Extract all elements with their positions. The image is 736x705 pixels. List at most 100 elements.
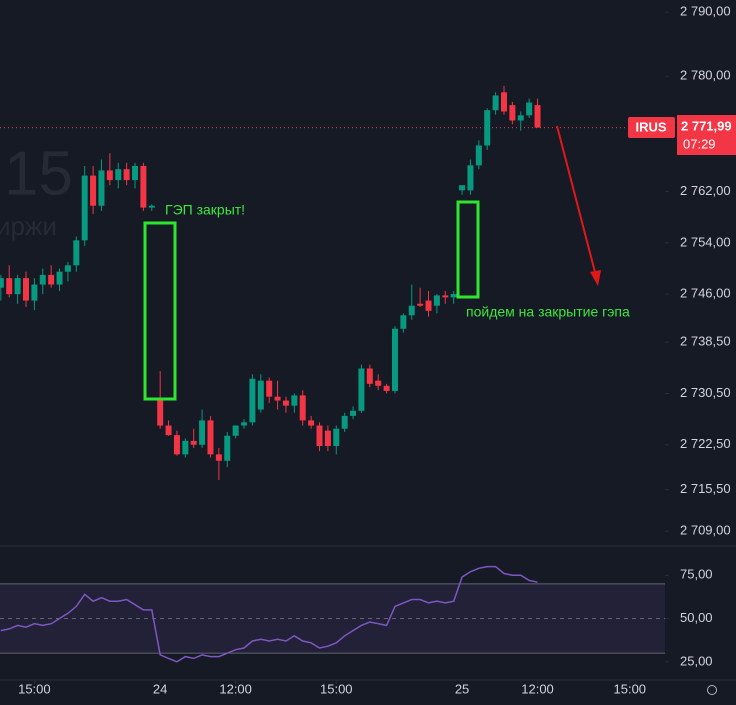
- candle-body: [492, 95, 499, 111]
- candle-body: [157, 399, 164, 426]
- candle-body: [64, 265, 71, 272]
- candle-body: [366, 368, 373, 384]
- candle-body: [98, 170, 105, 206]
- x-tick-label: 24: [153, 681, 167, 696]
- symbol-badge: [628, 117, 675, 138]
- candle-body: [6, 278, 13, 295]
- arrow: [556, 125, 597, 277]
- candle-body: [534, 105, 541, 128]
- candle-body: [383, 385, 390, 391]
- y-tick-label: 75,00: [680, 567, 713, 582]
- candle-body: [90, 175, 97, 206]
- candle-body: [500, 92, 507, 112]
- candle-body: [39, 274, 46, 285]
- candle-body: [132, 165, 139, 181]
- candle-body: [106, 170, 113, 181]
- candle-body: [291, 395, 298, 406]
- watermark: 15: [4, 139, 73, 208]
- candle-body: [400, 315, 407, 329]
- watermark: иржи: [0, 211, 57, 241]
- candle-body: [350, 410, 357, 416]
- candle-body: [249, 378, 256, 423]
- candle-body: [241, 422, 248, 426]
- candle-body: [408, 305, 415, 316]
- y-tick-label: 25,00: [680, 653, 713, 668]
- countdown: 07:29: [683, 136, 716, 151]
- candle-body: [316, 425, 323, 447]
- y-tick-label: 2 762,00: [680, 183, 731, 198]
- candle-body: [190, 440, 197, 445]
- y-tick-label: 2 722,50: [680, 436, 731, 451]
- candle-body: [333, 428, 340, 447]
- candle-body: [148, 205, 155, 208]
- last-price: 2 771,99: [681, 118, 732, 133]
- candle-body: [199, 420, 206, 445]
- candle-body: [31, 284, 38, 301]
- arrow-head: [590, 270, 601, 286]
- candle-body: [425, 300, 432, 311]
- rsi-line: [0, 565, 538, 663]
- candle-body: [475, 145, 482, 166]
- x-tick-label: 15:00: [614, 681, 647, 696]
- candle-body: [417, 303, 424, 306]
- candle-body: [232, 425, 239, 436]
- x-tick-label: 12:00: [521, 681, 554, 696]
- candle-body: [282, 400, 289, 406]
- candle-body: [526, 102, 533, 116]
- candle-body: [14, 278, 21, 295]
- price-badge: [677, 115, 736, 155]
- candle-body: [215, 454, 222, 461]
- gap-box: [456, 200, 480, 299]
- candle-body: [81, 175, 88, 241]
- candle-body: [484, 110, 491, 146]
- y-tick-label: 2 715,50: [680, 481, 731, 496]
- candle-body: [450, 294, 457, 298]
- x-tick-label: 15:00: [18, 681, 51, 696]
- candle-body: [165, 425, 172, 436]
- x-tick-label: 15:00: [320, 681, 353, 696]
- candle-body: [48, 274, 55, 285]
- candle-body: [274, 396, 281, 401]
- x-tick-label: 12:00: [219, 681, 252, 696]
- y-tick-label: 2 709,00: [680, 523, 731, 538]
- gap-box: [143, 221, 177, 401]
- y-tick-label: 2 754,00: [680, 234, 731, 249]
- candle-body: [182, 440, 189, 455]
- candle-body: [207, 420, 214, 455]
- candle-body: [358, 368, 365, 411]
- candle-body: [391, 328, 398, 391]
- candle-body: [224, 435, 231, 461]
- candle-body: [341, 415, 348, 429]
- candle-body: [299, 395, 306, 421]
- candle-body: [324, 430, 331, 447]
- candle-body: [308, 420, 315, 426]
- candle-body: [22, 278, 29, 301]
- y-tick-label: 2 730,50: [680, 385, 731, 400]
- candle-body: [73, 240, 80, 266]
- y-tick-label: 50,00: [680, 610, 713, 625]
- candle-body: [467, 165, 474, 191]
- symbol: IRUS: [635, 119, 666, 134]
- candle-body: [459, 185, 466, 191]
- candle-body: [257, 380, 264, 410]
- candle-body: [509, 105, 516, 121]
- candle-body: [173, 435, 180, 455]
- y-tick-label: 2 790,00: [680, 4, 731, 19]
- settings-icon[interactable]: [707, 685, 717, 695]
- annotation: пойдем на закрытие гэпа: [466, 304, 630, 320]
- candle-body: [266, 380, 273, 397]
- y-tick-label: 2 780,00: [680, 68, 731, 83]
- candle-body: [517, 115, 524, 121]
- candle-body: [140, 165, 147, 208]
- annotation: ГЭП закрыт!: [165, 202, 245, 218]
- y-tick-label: 2 746,00: [680, 286, 731, 301]
- candle-body: [56, 271, 63, 285]
- candle-body: [0, 278, 4, 288]
- candle-body: [123, 169, 130, 181]
- y-tick-label: 2 738,50: [680, 334, 731, 349]
- candle-body: [115, 169, 122, 181]
- x-tick-label: 25: [455, 681, 469, 696]
- candle-body: [433, 295, 440, 306]
- candle-body: [375, 380, 382, 386]
